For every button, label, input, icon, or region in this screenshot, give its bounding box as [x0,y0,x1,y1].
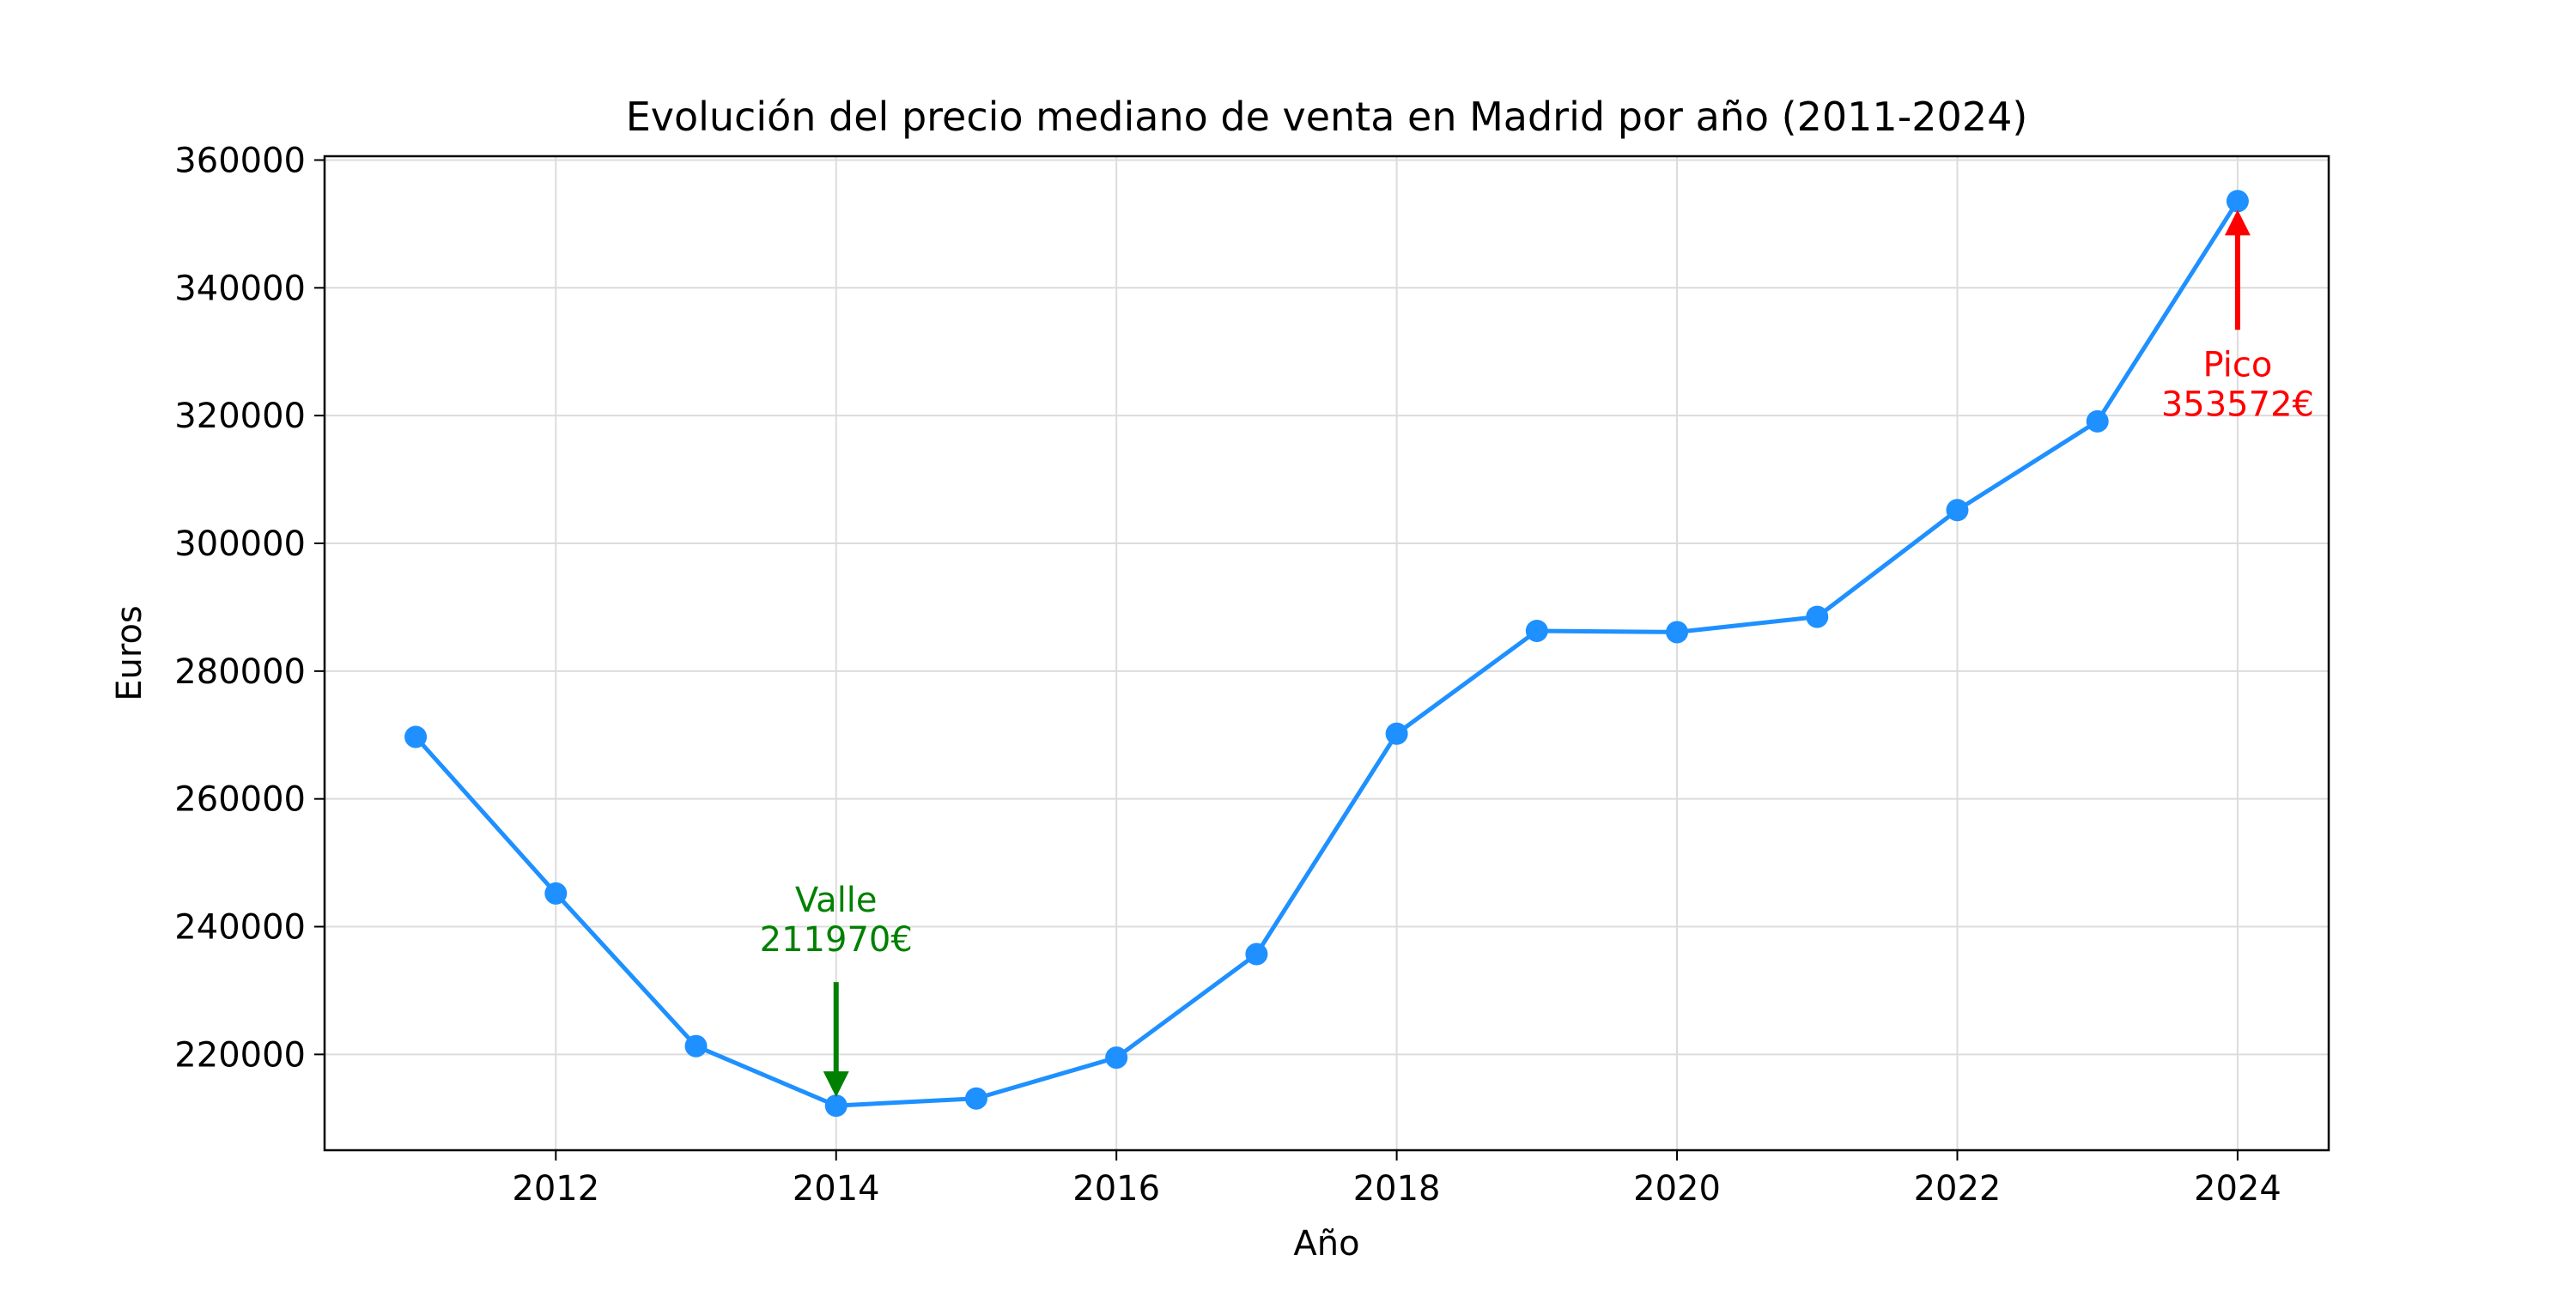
x-tick-label: 2018 [1353,1169,1441,1209]
data-point[interactable] [824,1094,848,1118]
data-point[interactable] [1946,499,1969,522]
data-point[interactable] [1666,621,1689,644]
peak-label: Pico [2202,345,2272,385]
valley-label: Valle [795,881,878,920]
data-point[interactable] [404,725,428,749]
plot-frame [323,155,2330,1152]
y-axis-label: Euros [110,605,149,701]
series-layer [404,190,2249,1118]
y-tick-label: 320000 [174,397,306,436]
chart-title: Evolución del precio mediano de venta en… [626,94,2028,140]
x-tick-label: 2012 [512,1169,599,1209]
x-axis: 2012 2014 2016 2018 2020 2022 2024 [512,1150,2281,1209]
y-tick-label: 340000 [174,269,306,308]
y-tick-label: 240000 [174,908,306,948]
data-point[interactable] [964,1087,987,1110]
y-tick-label: 360000 [174,141,306,180]
valley-value-label: 211970€ [760,920,913,960]
data-point[interactable] [2086,409,2109,433]
data-point[interactable] [1525,619,1548,642]
data-point[interactable] [1245,942,1268,966]
data-point[interactable] [684,1034,708,1058]
y-axis: 220000 240000 260000 280000 300000 320000 3400… [174,141,325,1075]
x-axis-label: Año [1293,1224,1359,1264]
x-tick-label: 2022 [1914,1169,2002,1209]
data-point[interactable] [1806,605,1829,628]
data-point[interactable] [2226,190,2249,213]
data-point[interactable] [544,882,568,905]
x-tick-label: 2014 [793,1169,880,1209]
grid [325,156,2329,1150]
data-point[interactable] [1105,1046,1128,1070]
y-tick-label: 220000 [174,1035,306,1075]
series-line [414,199,2240,1108]
peak-value-label: 353572€ [2161,385,2314,424]
y-tick-label: 260000 [174,780,306,820]
y-tick-label: 280000 [174,652,306,692]
x-tick-label: 2020 [1633,1169,1721,1209]
y-tick-label: 300000 [174,524,306,564]
data-point[interactable] [1385,722,1408,745]
x-tick-label: 2024 [2194,1169,2281,1209]
x-tick-label: 2016 [1072,1169,1160,1209]
